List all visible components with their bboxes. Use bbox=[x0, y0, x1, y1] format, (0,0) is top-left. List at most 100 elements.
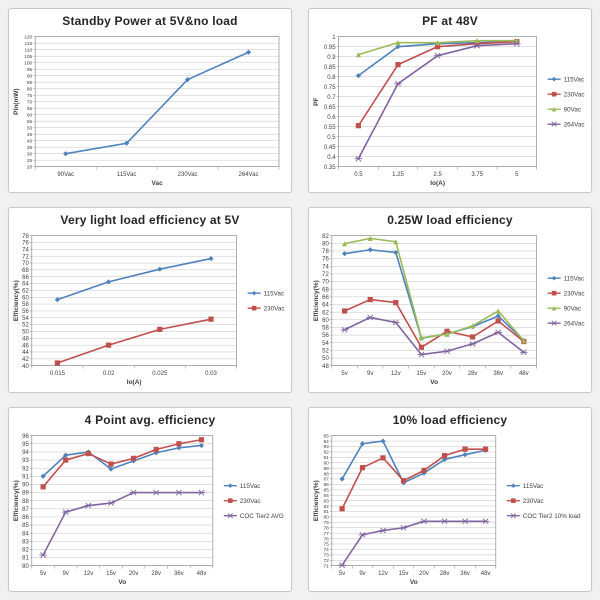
svg-text:82: 82 bbox=[323, 503, 329, 509]
chart-card-very-light-load: Very light load efficiency at 5V 40 42 44 4… bbox=[8, 207, 292, 393]
svg-text:42: 42 bbox=[22, 357, 29, 363]
svg-text:Vac: Vac bbox=[151, 180, 163, 187]
svg-text:50: 50 bbox=[26, 125, 32, 131]
svg-text:91: 91 bbox=[22, 474, 29, 480]
svg-text:74: 74 bbox=[323, 547, 329, 553]
svg-text:115Vac: 115Vac bbox=[239, 483, 259, 490]
svg-text:0.6: 0.6 bbox=[327, 115, 336, 121]
svg-text:115Vac: 115Vac bbox=[522, 483, 542, 490]
svg-text:75: 75 bbox=[26, 93, 32, 99]
svg-text:90: 90 bbox=[323, 460, 329, 466]
svg-text:75: 75 bbox=[323, 541, 329, 547]
svg-text:76: 76 bbox=[323, 536, 329, 542]
svg-text:Efficiency(%): Efficiency(%) bbox=[313, 480, 320, 521]
svg-text:12v: 12v bbox=[83, 571, 93, 577]
charts-grid: Standby Power at 5V&no load 20 25 30 35 40 45… bbox=[8, 8, 592, 592]
svg-text:70: 70 bbox=[322, 280, 329, 286]
svg-text:5v: 5v bbox=[338, 571, 344, 577]
svg-text:83: 83 bbox=[22, 539, 29, 545]
svg-text:36v: 36v bbox=[174, 571, 184, 577]
svg-text:93: 93 bbox=[22, 458, 29, 464]
svg-text:80: 80 bbox=[322, 242, 329, 248]
svg-text:52: 52 bbox=[322, 349, 329, 355]
svg-text:0.45: 0.45 bbox=[323, 145, 335, 151]
svg-text:0.025: 0.025 bbox=[152, 371, 168, 377]
svg-text:85: 85 bbox=[323, 487, 329, 493]
svg-text:85: 85 bbox=[26, 80, 32, 86]
svg-text:3.75: 3.75 bbox=[471, 172, 483, 178]
svg-text:81: 81 bbox=[22, 555, 29, 561]
svg-text:84: 84 bbox=[22, 531, 29, 537]
svg-text:92: 92 bbox=[22, 466, 29, 472]
svg-text:55: 55 bbox=[26, 119, 32, 125]
svg-text:62: 62 bbox=[22, 289, 29, 295]
svg-text:12v: 12v bbox=[378, 571, 388, 577]
svg-text:71: 71 bbox=[323, 563, 329, 569]
svg-text:5v: 5v bbox=[341, 371, 347, 377]
svg-text:Vo: Vo bbox=[430, 379, 438, 386]
svg-text:52: 52 bbox=[22, 323, 29, 329]
svg-text:45: 45 bbox=[26, 132, 32, 138]
svg-text:86: 86 bbox=[323, 482, 329, 488]
svg-text:Pin(mW): Pin(mW) bbox=[13, 88, 20, 114]
svg-text:90Vac: 90Vac bbox=[563, 306, 580, 313]
svg-text:76: 76 bbox=[322, 257, 329, 263]
svg-text:25: 25 bbox=[26, 158, 32, 164]
svg-text:78: 78 bbox=[22, 234, 29, 240]
svg-text:0.85: 0.85 bbox=[323, 65, 335, 71]
svg-text:80: 80 bbox=[22, 563, 29, 569]
svg-text:230Vac: 230Vac bbox=[239, 498, 260, 505]
chart-card-025w-load: 0.25W load efficiency 48 50 52 54 56 58 60 62 64… bbox=[308, 207, 592, 393]
standby-power-chart: 2025303540455055606570758085909510010511… bbox=[13, 34, 279, 187]
chart-title: 0.25W load efficiency bbox=[387, 213, 513, 228]
svg-text:36v: 36v bbox=[493, 371, 503, 377]
svg-text:90Vac: 90Vac bbox=[57, 172, 74, 178]
svg-text:115Vac: 115Vac bbox=[563, 76, 583, 83]
svg-text:100: 100 bbox=[24, 60, 32, 66]
svg-text:60: 60 bbox=[22, 296, 29, 302]
svg-text:0.65: 0.65 bbox=[323, 105, 335, 111]
ten-pct-load-chart: 7172737475767778798081828384858687888990… bbox=[313, 433, 581, 586]
four-point-avg-chart: 80 81 82 83 84 85 86 87 88 89 90 91 92 93 94 95 96 5v 9v 12… bbox=[13, 433, 284, 585]
svg-text:54: 54 bbox=[22, 316, 29, 322]
svg-text:Vo: Vo bbox=[409, 579, 417, 586]
svg-text:15v: 15v bbox=[398, 571, 408, 577]
svg-text:60: 60 bbox=[26, 112, 32, 118]
svg-text:64: 64 bbox=[22, 282, 29, 288]
svg-text:230Vac: 230Vac bbox=[263, 306, 284, 313]
svg-text:73: 73 bbox=[323, 552, 329, 558]
chart-title: Very light load efficiency at 5V bbox=[60, 213, 240, 228]
svg-text:264Vac: 264Vac bbox=[238, 172, 258, 178]
svg-text:68: 68 bbox=[22, 268, 29, 274]
svg-text:COC Tier2 10% load: COC Tier2 10% load bbox=[522, 513, 580, 520]
svg-text:115Vac: 115Vac bbox=[116, 172, 135, 178]
svg-text:40: 40 bbox=[22, 364, 29, 370]
svg-text:90: 90 bbox=[22, 482, 29, 488]
svg-text:50: 50 bbox=[322, 356, 329, 362]
svg-text:89: 89 bbox=[22, 490, 29, 496]
svg-text:28v: 28v bbox=[439, 571, 449, 577]
svg-text:66: 66 bbox=[322, 295, 329, 301]
chart-card-4point-avg: 4 Point avg. efficiency 80 81 82 83 84 85 86 87… bbox=[8, 406, 292, 592]
svg-text:35: 35 bbox=[26, 145, 32, 151]
svg-text:76: 76 bbox=[22, 241, 29, 247]
svg-text:264Vac: 264Vac bbox=[563, 321, 584, 328]
svg-text:74: 74 bbox=[22, 248, 29, 254]
svg-text:44: 44 bbox=[22, 350, 29, 356]
svg-text:0.55: 0.55 bbox=[323, 125, 335, 131]
svg-text:48: 48 bbox=[22, 337, 29, 343]
svg-text:12v: 12v bbox=[390, 371, 400, 377]
svg-text:1: 1 bbox=[332, 35, 336, 41]
svg-text:82: 82 bbox=[22, 547, 29, 553]
svg-text:68: 68 bbox=[322, 288, 329, 294]
svg-text:54: 54 bbox=[322, 341, 329, 347]
pf-48v-chart: 0.350.40.450.50.550.60.650.70.750.80.850… bbox=[313, 35, 584, 187]
svg-text:77: 77 bbox=[323, 531, 329, 537]
svg-text:9v: 9v bbox=[367, 371, 373, 377]
svg-text:78: 78 bbox=[322, 249, 329, 255]
svg-text:93: 93 bbox=[323, 444, 329, 450]
svg-text:0.5: 0.5 bbox=[354, 172, 363, 178]
svg-text:36v: 36v bbox=[460, 571, 470, 577]
svg-text:20v: 20v bbox=[128, 571, 138, 577]
svg-text:15v: 15v bbox=[106, 571, 116, 577]
